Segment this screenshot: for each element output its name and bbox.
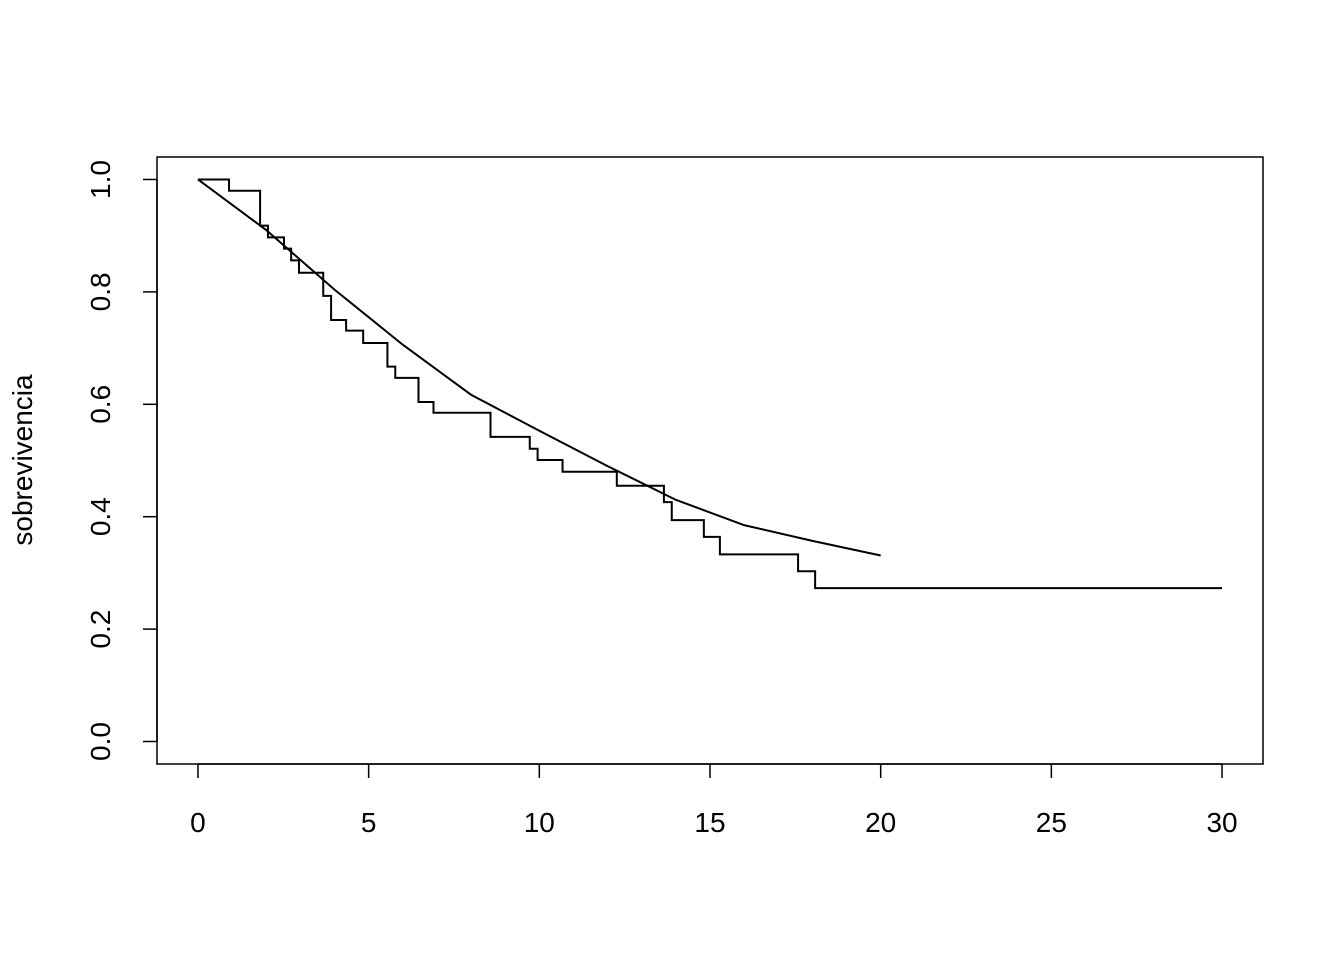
plot-box bbox=[156, 156, 1264, 765]
survival-line bbox=[197, 178, 881, 557]
y-tick-label: 0.0 bbox=[85, 722, 116, 761]
y-tick-label: 0.4 bbox=[85, 497, 116, 536]
x-tick-label: 10 bbox=[524, 807, 555, 838]
y-axis-label: sobrevivencia bbox=[7, 374, 38, 546]
x-tick-label: 25 bbox=[1036, 807, 1067, 838]
x-tick-label: 15 bbox=[694, 807, 725, 838]
y-tick-label: 0.2 bbox=[85, 610, 116, 649]
x-tick-label: 0 bbox=[190, 807, 206, 838]
x-tick-label: 30 bbox=[1206, 807, 1237, 838]
survival-line bbox=[197, 178, 1223, 590]
x-tick-label: 5 bbox=[361, 807, 377, 838]
y-tick-label: 0.8 bbox=[85, 272, 116, 311]
y-tick-label: 1.0 bbox=[85, 160, 116, 199]
y-tick-label: 0.6 bbox=[85, 385, 116, 424]
x-tick-label: 20 bbox=[865, 807, 896, 838]
